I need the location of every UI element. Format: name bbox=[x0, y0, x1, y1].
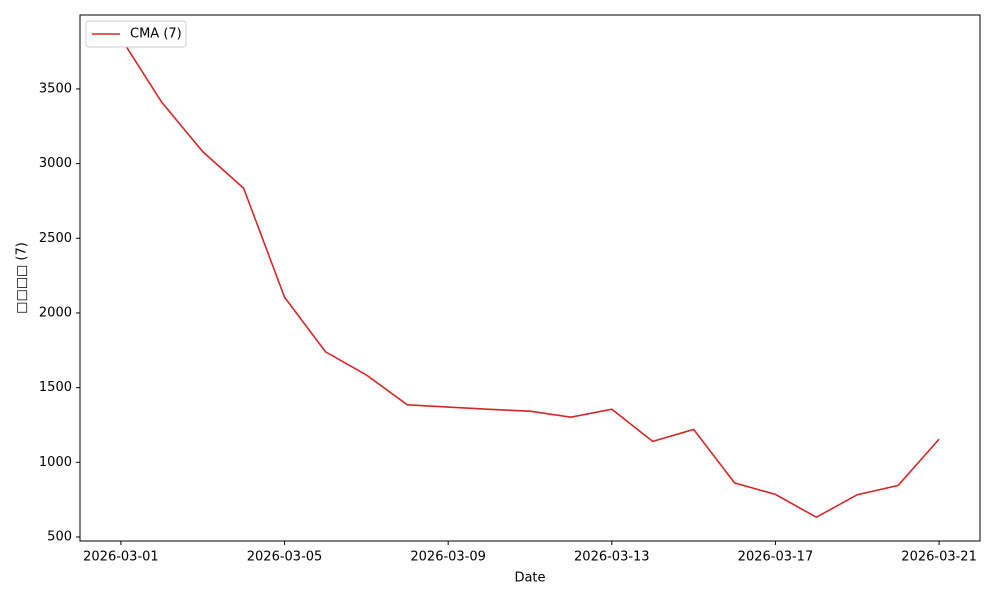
x-tick-label: 2026-03-05 bbox=[247, 550, 323, 565]
y-tick-label: 3000 bbox=[39, 156, 72, 171]
y-tick-label: 2500 bbox=[39, 231, 72, 246]
y-tick-label: 1000 bbox=[39, 455, 72, 470]
legend-label: CMA (7) bbox=[130, 27, 182, 42]
x-tick-label: 2026-03-09 bbox=[410, 550, 486, 565]
data-line bbox=[120, 37, 940, 519]
y-tick-label: 1500 bbox=[39, 380, 72, 395]
y-axis-label: □□□□ (7) bbox=[15, 242, 30, 314]
y-tick-label: 3500 bbox=[39, 81, 72, 96]
x-axis-label: Date bbox=[514, 571, 545, 586]
y-tick-label: 2000 bbox=[39, 305, 72, 320]
x-tick-label: 2026-03-17 bbox=[738, 550, 814, 565]
legend: CMA (7) bbox=[85, 20, 187, 48]
legend-box bbox=[85, 20, 187, 48]
y-tick-label: 500 bbox=[47, 529, 72, 544]
plot-frame bbox=[79, 14, 981, 542]
x-tick-label: 2026-03-01 bbox=[83, 550, 159, 565]
x-tick-label: 2026-03-13 bbox=[574, 550, 650, 565]
x-tick-label: 2026-03-21 bbox=[901, 550, 977, 565]
